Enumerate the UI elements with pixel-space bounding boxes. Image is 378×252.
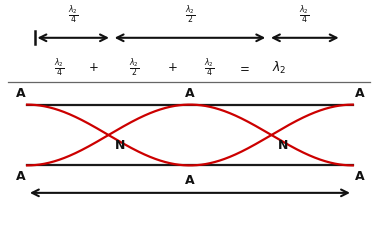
- Text: A: A: [15, 170, 25, 183]
- Text: $+$: $+$: [167, 61, 177, 74]
- Text: $\frac{\lambda_2}{2}$: $\frac{\lambda_2}{2}$: [129, 56, 140, 79]
- Text: A: A: [355, 170, 364, 183]
- Text: $+$: $+$: [88, 61, 98, 74]
- Text: A: A: [185, 87, 195, 100]
- Text: $\frac{\lambda_2}{4}$: $\frac{\lambda_2}{4}$: [204, 56, 215, 79]
- Text: $\frac{\lambda_2}{4}$: $\frac{\lambda_2}{4}$: [299, 3, 310, 26]
- Text: A: A: [185, 174, 195, 187]
- Text: $\lambda_2$: $\lambda_2$: [272, 59, 287, 76]
- Text: $\frac{\lambda_2}{2}$: $\frac{\lambda_2}{2}$: [184, 3, 195, 26]
- Text: $=$: $=$: [237, 61, 250, 74]
- Text: N: N: [115, 139, 125, 152]
- Text: $\frac{\lambda_2}{4}$: $\frac{\lambda_2}{4}$: [68, 3, 79, 26]
- Text: N: N: [278, 139, 288, 152]
- Text: A: A: [15, 87, 25, 100]
- Text: A: A: [355, 87, 364, 100]
- Text: $\frac{\lambda_2}{4}$: $\frac{\lambda_2}{4}$: [54, 56, 64, 79]
